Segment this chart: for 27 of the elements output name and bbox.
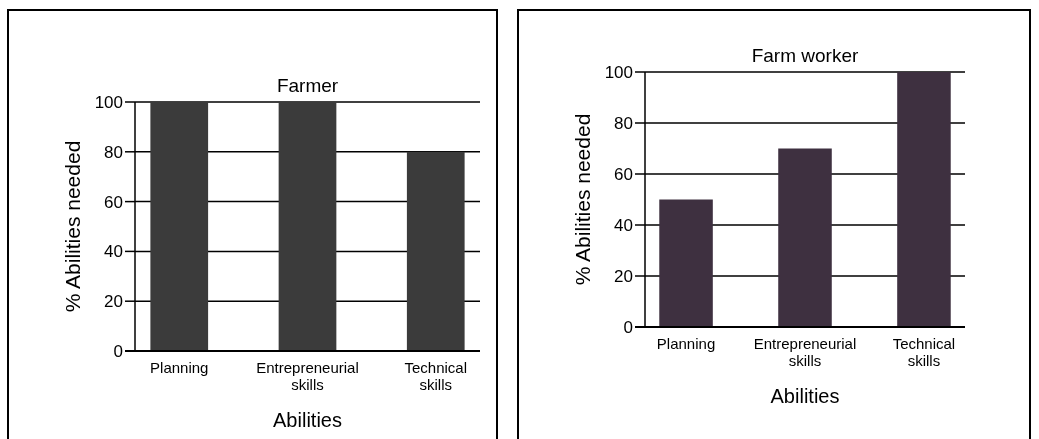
x-tick-label: Entrepreneurial skills [256, 359, 359, 393]
chart-title: Farm worker [751, 45, 859, 66]
bar [659, 199, 713, 327]
y-tick-label: 0 [113, 341, 123, 361]
y-tick-label: 40 [614, 215, 633, 235]
chart-title: Farmer [276, 75, 339, 96]
bar [778, 148, 832, 327]
x-tick-label: Planning [150, 359, 209, 376]
y-tick-label: 60 [614, 164, 633, 184]
y-tick-label: 40 [104, 242, 123, 262]
y-axis-title: % Abilities needed [571, 113, 594, 286]
y-tick-label: 80 [104, 142, 123, 162]
y-tick-label: 20 [614, 266, 633, 286]
y-tick-label: 60 [104, 192, 123, 212]
y-tick-label: 0 [623, 317, 633, 337]
y-axis-title: % Abilities needed [61, 140, 84, 313]
x-tick-label: Entrepreneurial skills [753, 335, 857, 369]
x-axis-title: Abilities [273, 409, 342, 431]
bar [897, 72, 951, 327]
y-tick-label: 100 [94, 92, 123, 112]
x-tick-label: Technical skills [404, 359, 468, 393]
y-tick-label: 100 [604, 62, 633, 82]
x-axis-title: Abilities [770, 385, 840, 407]
y-tick-label: 20 [104, 292, 123, 312]
x-tick-label: Technical skills [892, 335, 956, 369]
y-tick-label: 80 [614, 113, 633, 133]
x-tick-label: Planning [656, 335, 716, 352]
